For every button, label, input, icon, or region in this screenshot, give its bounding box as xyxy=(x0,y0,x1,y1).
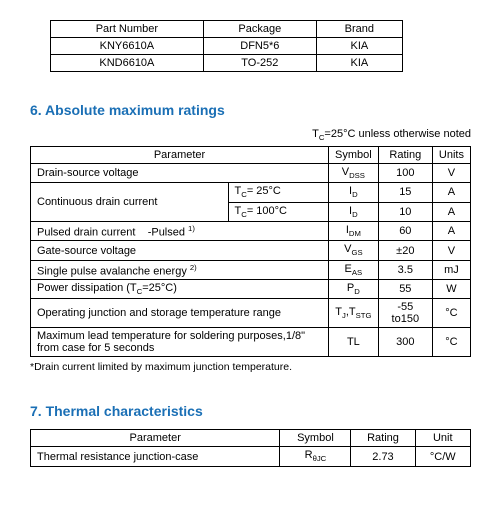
table-row: Drain-source voltage VDSS 100 V xyxy=(31,164,471,183)
cell: KIA xyxy=(316,55,402,72)
table-row: Part Number Package Brand xyxy=(51,21,403,38)
table-row: Single pulse avalanche energy 2) EAS 3.5… xyxy=(31,260,471,280)
condition: TC= 100°C xyxy=(228,202,329,221)
symbol: VDSS xyxy=(329,164,379,183)
parts-table: Part Number Package Brand KNY6610A DFN5*… xyxy=(50,20,403,72)
table-row: Continuous drain current TC= 25°C ID 15 … xyxy=(31,183,471,202)
col-package: Package xyxy=(203,21,316,38)
param: Single pulse avalanche energy 2) xyxy=(31,260,329,280)
table-row: Maximum lead temperature for soldering p… xyxy=(31,328,471,357)
rating: 15 xyxy=(378,183,432,202)
units: A xyxy=(432,183,470,202)
units: V xyxy=(432,164,470,183)
col-brand: Brand xyxy=(316,21,402,38)
table-row: KNY6610A DFN5*6 KIA xyxy=(51,38,403,55)
table-row: Pulsed drain current -Pulsed 1) IDM 60 A xyxy=(31,221,471,241)
cell: DFN5*6 xyxy=(203,38,316,55)
col-symbol: Symbol xyxy=(329,147,379,164)
table-row: Power dissipation (TC=25°C) PD 55 W xyxy=(31,280,471,299)
symbol: ID xyxy=(329,183,379,202)
table-header-row: Parameter Symbol Rating Units xyxy=(31,147,471,164)
param: Thermal resistance junction-case xyxy=(31,447,280,466)
symbol: ID xyxy=(329,202,379,221)
param: Gate-source voltage xyxy=(31,241,329,260)
rating: 100 xyxy=(378,164,432,183)
units: °C/W xyxy=(415,447,470,466)
rating: 2.73 xyxy=(351,447,415,466)
symbol: VGS xyxy=(329,241,379,260)
symbol: RθJC xyxy=(280,447,351,466)
section6-footnote: *Drain current limited by maximum juncti… xyxy=(30,361,471,373)
abs-max-table: Parameter Symbol Rating Units Drain-sour… xyxy=(30,146,471,357)
col-part-number: Part Number xyxy=(51,21,204,38)
table-row: KND6610A TO-252 KIA xyxy=(51,55,403,72)
section6-note: TC=25°C unless otherwise noted xyxy=(30,128,471,142)
table-row: Operating junction and storage temperatu… xyxy=(31,299,471,328)
units: W xyxy=(432,280,470,299)
col-parameter: Parameter xyxy=(31,430,280,447)
col-rating: Rating xyxy=(378,147,432,164)
condition: TC= 25°C xyxy=(228,183,329,202)
section7-title: 7. Thermal characteristics xyxy=(30,403,471,419)
rating: 55 xyxy=(378,280,432,299)
cell: KIA xyxy=(316,38,402,55)
units: mJ xyxy=(432,260,470,280)
param: Pulsed drain current -Pulsed 1) xyxy=(31,221,329,241)
rating: ±20 xyxy=(378,241,432,260)
symbol: EAS xyxy=(329,260,379,280)
table-row: Gate-source voltage VGS ±20 V xyxy=(31,241,471,260)
rating: 60 xyxy=(378,221,432,241)
table-header-row: Parameter Symbol Rating Unit xyxy=(31,430,471,447)
cell: KND6610A xyxy=(51,55,204,72)
col-rating: Rating xyxy=(351,430,415,447)
rating: 300 xyxy=(378,328,432,357)
rating: -55 to150 xyxy=(378,299,432,328)
cell: KNY6610A xyxy=(51,38,204,55)
thermal-table: Parameter Symbol Rating Unit Thermal res… xyxy=(30,429,471,466)
col-unit: Unit xyxy=(415,430,470,447)
rating: 10 xyxy=(378,202,432,221)
param: Continuous drain current xyxy=(31,183,229,221)
units: °C xyxy=(432,328,470,357)
col-units: Units xyxy=(432,147,470,164)
cell: TO-252 xyxy=(203,55,316,72)
symbol: TL xyxy=(329,328,379,357)
param: Operating junction and storage temperatu… xyxy=(31,299,329,328)
symbol: IDM xyxy=(329,221,379,241)
col-parameter: Parameter xyxy=(31,147,329,164)
param: Power dissipation (TC=25°C) xyxy=(31,280,329,299)
section6-title: 6. Absolute maximum ratings xyxy=(30,102,471,118)
param: Maximum lead temperature for soldering p… xyxy=(31,328,329,357)
rating: 3.5 xyxy=(378,260,432,280)
units: A xyxy=(432,221,470,241)
col-symbol: Symbol xyxy=(280,430,351,447)
symbol: TJ,TSTG xyxy=(329,299,379,328)
units: V xyxy=(432,241,470,260)
table-row: Thermal resistance junction-case RθJC 2.… xyxy=(31,447,471,466)
symbol: PD xyxy=(329,280,379,299)
units: A xyxy=(432,202,470,221)
param: Drain-source voltage xyxy=(31,164,329,183)
units: °C xyxy=(432,299,470,328)
